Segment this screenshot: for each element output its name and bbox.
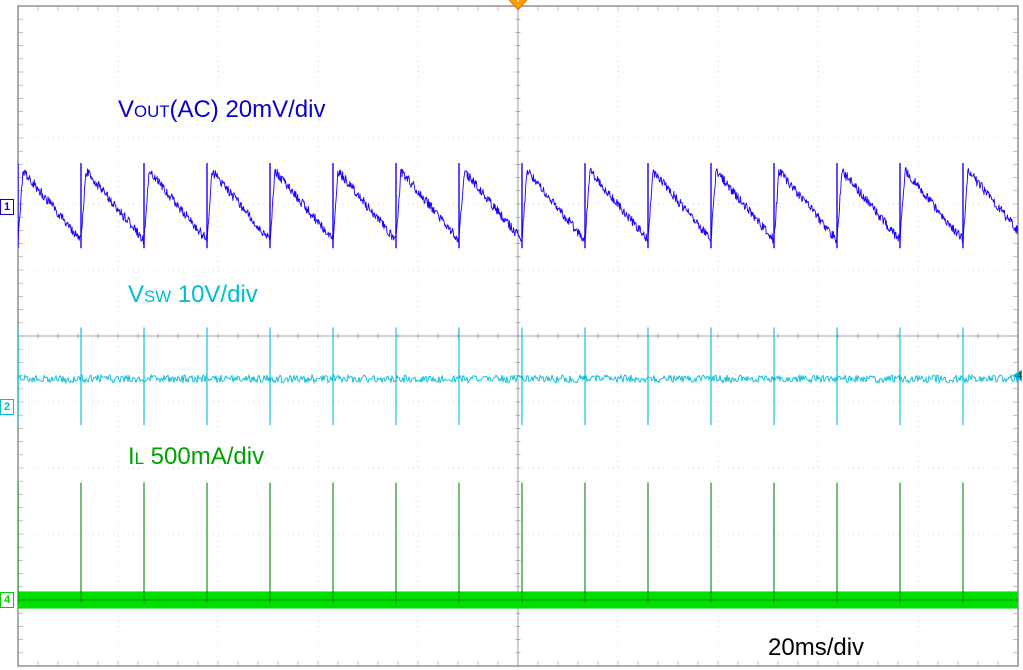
ch4-position-marker: 4 [0, 592, 14, 608]
scope-plot-svg: T4 [0, 0, 1023, 670]
ch1-position-marker: 1 [0, 199, 14, 215]
svg-text:T: T [515, 0, 522, 5]
oscilloscope-capture: T4 VOUT(AC) 20mV/div VSW 10V/div IL 500m… [0, 0, 1023, 670]
ch2-position-marker: 2 [0, 399, 14, 415]
